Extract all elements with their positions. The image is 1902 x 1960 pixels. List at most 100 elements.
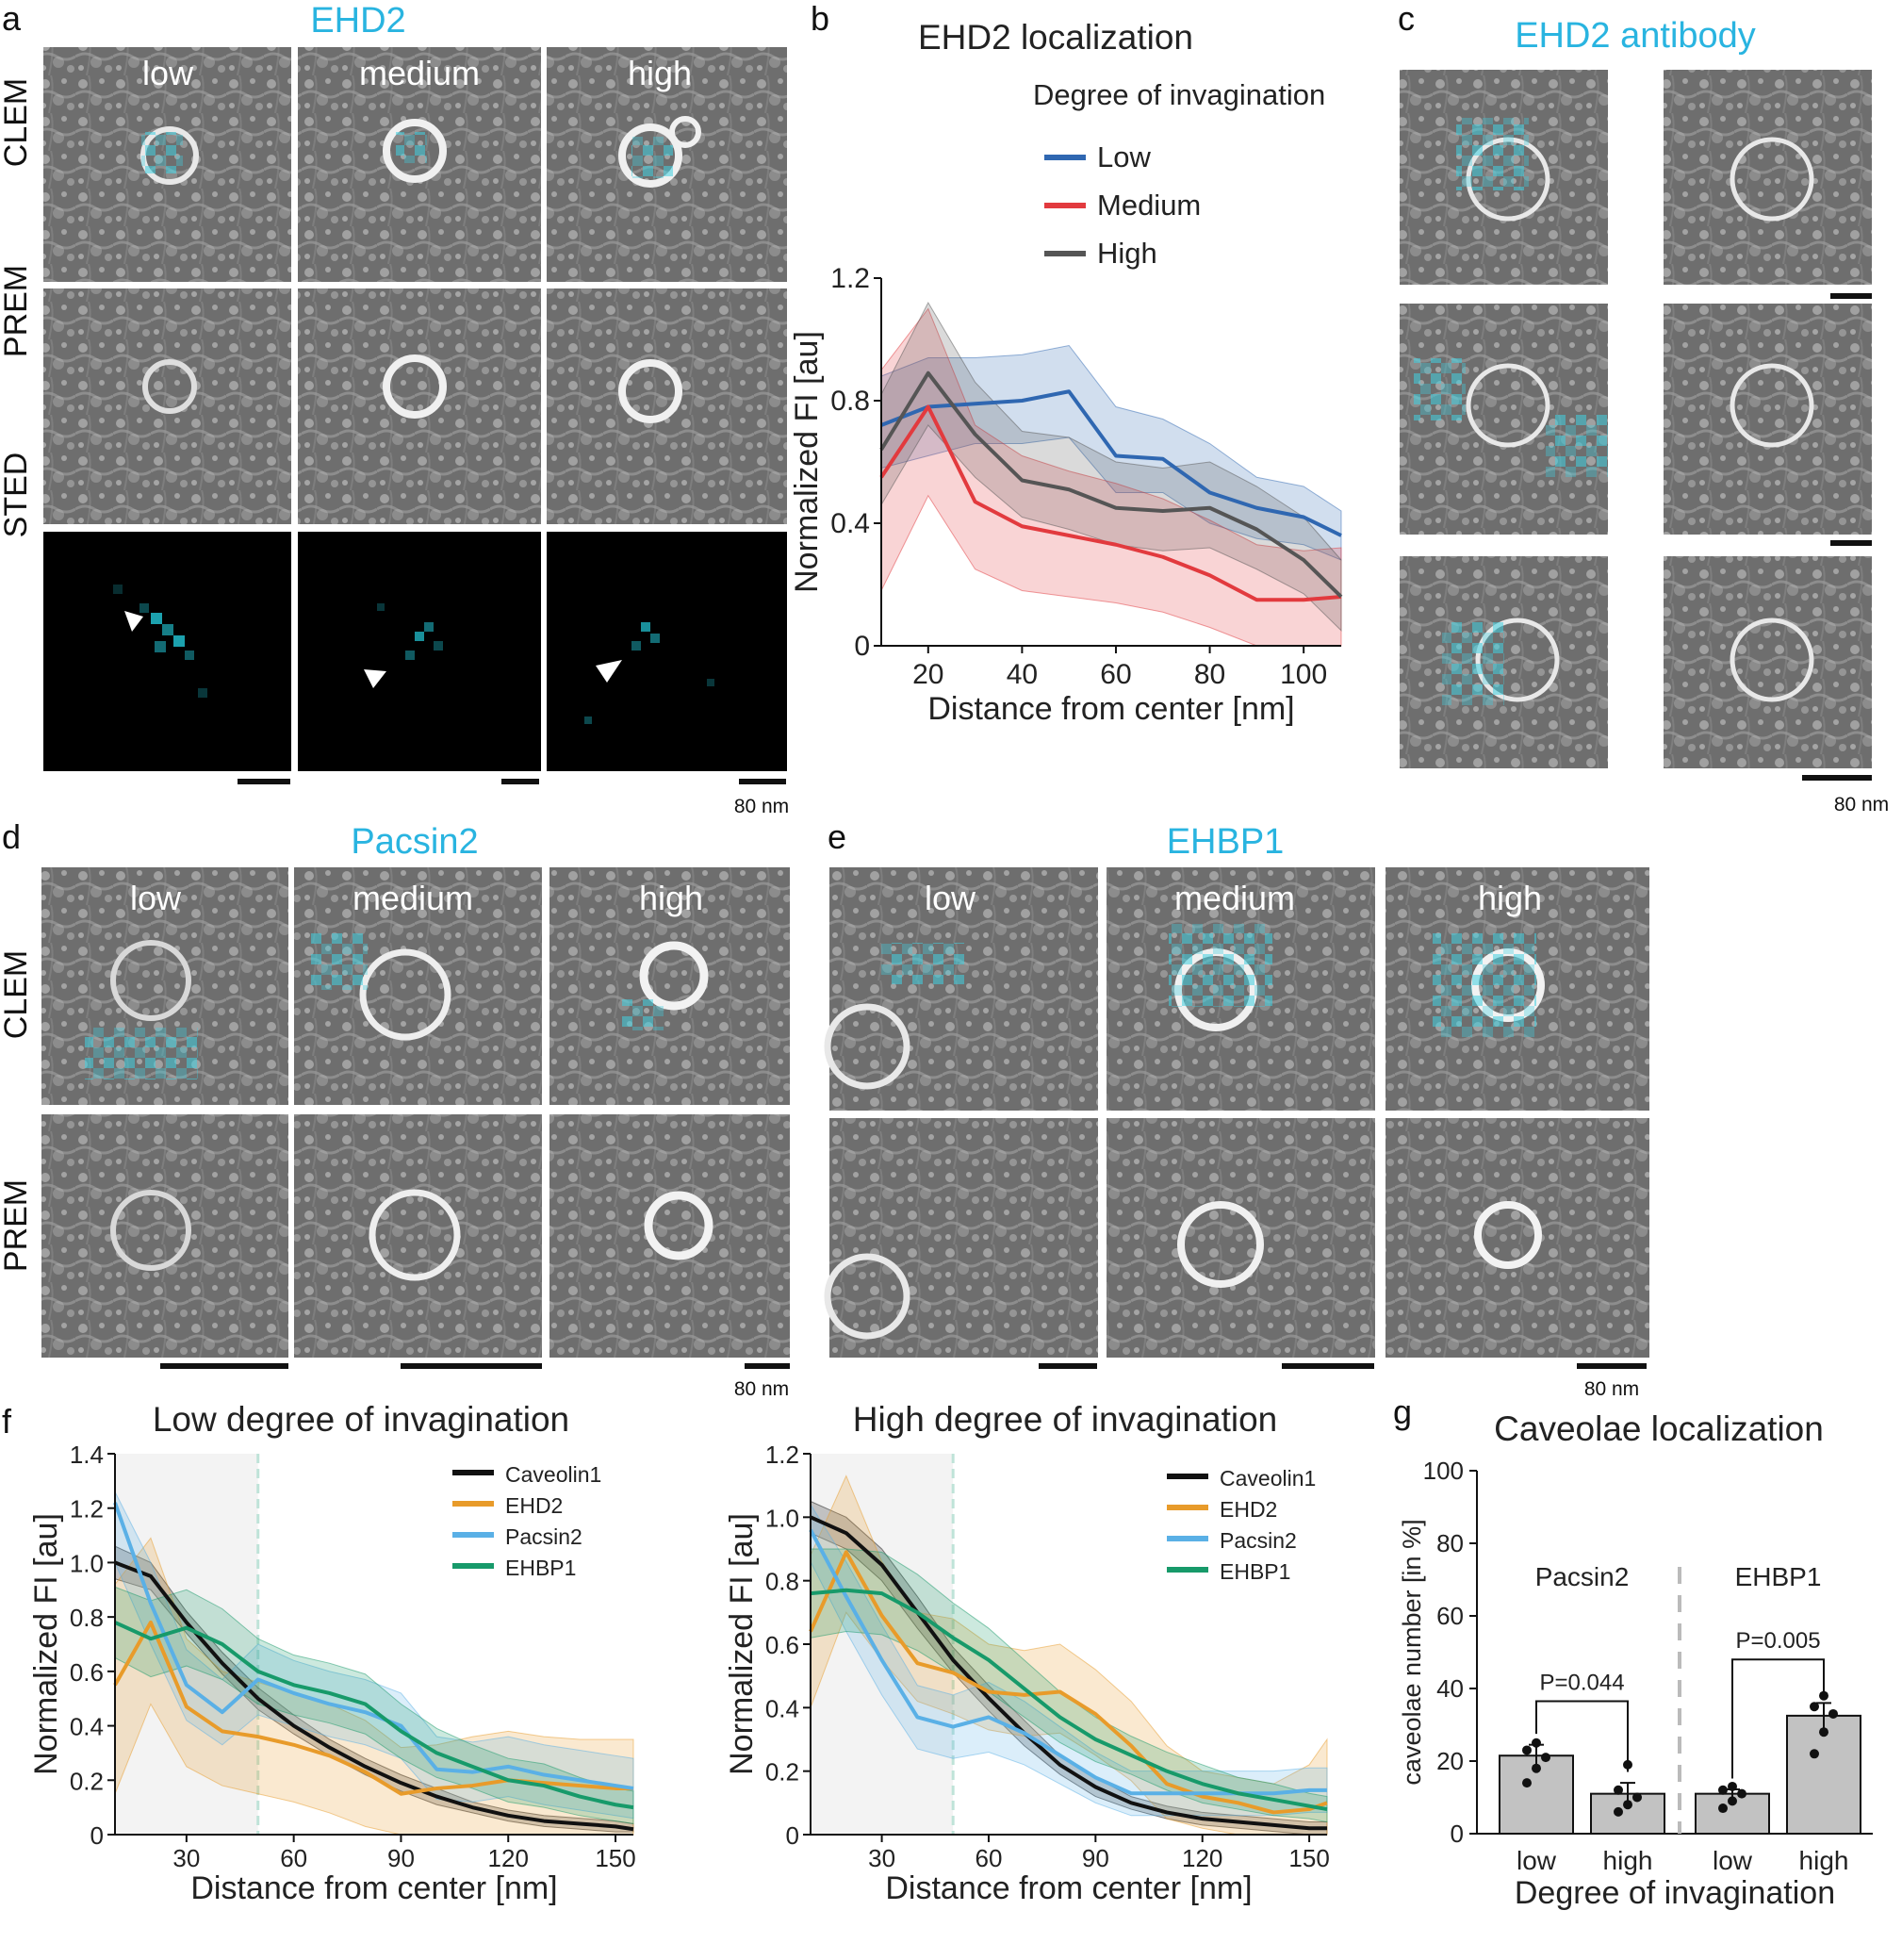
- x-axis-title: Distance from center [nm]: [885, 1870, 1252, 1906]
- legend-label-high: High: [1097, 237, 1157, 270]
- data-point: [1614, 1806, 1623, 1817]
- x-tick-label: 30: [172, 1844, 200, 1872]
- legend-label-pacsin2: Pacsin2: [1220, 1528, 1297, 1553]
- y-tick-label: 100: [1423, 1457, 1464, 1485]
- x-tick-label: 120: [1182, 1844, 1222, 1872]
- series-line-ehbp1: [114, 1621, 634, 1810]
- panel-a-clem-low: low: [43, 47, 291, 282]
- x-tick-label: 120: [488, 1844, 529, 1872]
- y-tick-label: 0.8: [70, 1604, 104, 1632]
- data-point: [1522, 1778, 1532, 1788]
- bar-pacsin2-low: [1499, 1754, 1574, 1835]
- significance-bracket: [1535, 1700, 1629, 1772]
- data-point: [1828, 1708, 1838, 1719]
- panel-b-letter: b: [811, 0, 829, 38]
- x-tick-label: 150: [1288, 1844, 1329, 1872]
- row-label-prem-d: PREM: [0, 1179, 34, 1272]
- panel-g-letter: g: [1393, 1392, 1412, 1431]
- chart-title: EHD2 localization: [918, 18, 1193, 57]
- col-label-low-a: low: [142, 54, 194, 92]
- group-label-ehbp1: EHBP1: [1735, 1562, 1822, 1591]
- x-tick-label: 40: [1007, 659, 1038, 690]
- scale-bar-d1: [160, 1363, 288, 1369]
- x-tick-label: 90: [1082, 1844, 1109, 1872]
- scale-bar-c3: [1802, 775, 1872, 781]
- y-tick-label: 1.0: [70, 1549, 104, 1577]
- y-tick-label: 0.6: [70, 1658, 104, 1687]
- scale-bar-d2: [401, 1363, 542, 1369]
- y-tick-label: 1.2: [830, 263, 870, 294]
- col-label-high-a: high: [628, 54, 692, 92]
- scale-bar-c1: [1830, 293, 1872, 299]
- y-tick-label: 1.0: [765, 1504, 799, 1532]
- panel-c-images: [1400, 70, 1872, 768]
- legend-label-ehbp1: EHBP1: [505, 1556, 576, 1580]
- chart-b: 20 40 60 80 100 0 0.4 0.8 1.2 Distance from cente…: [789, 18, 1343, 727]
- scale-bar-c2: [1830, 540, 1872, 546]
- y-axis-title: Normalized FI [au]: [724, 1513, 760, 1775]
- series-line-ehbp1: [810, 1588, 1328, 1812]
- series-line-ehd2: [809, 1550, 1328, 1815]
- col-label-medium-a: medium: [359, 54, 480, 92]
- scale-bar-a3: [739, 779, 786, 784]
- y-tick-label: 0.4: [70, 1713, 104, 1741]
- data-point: [1522, 1745, 1532, 1755]
- group-label-pacsin2: Pacsin2: [1535, 1562, 1630, 1591]
- data-point: [1718, 1804, 1728, 1814]
- x-tick-label: 30: [868, 1844, 895, 1872]
- series-line-medium: [879, 404, 1342, 602]
- p-value-label: P=0.044: [1539, 1670, 1624, 1695]
- chart-title: Caveolae localization: [1494, 1409, 1824, 1448]
- panel-d-letter: d: [2, 817, 21, 856]
- row-label-clem-d: CLEM: [0, 950, 34, 1039]
- data-point: [1532, 1738, 1541, 1748]
- legend-label-pacsin2: Pacsin2: [505, 1524, 582, 1549]
- panel-a-sted-row: [43, 532, 787, 771]
- panel-a-title: EHD2: [310, 1, 405, 41]
- data-point: [1614, 1785, 1623, 1795]
- y-axis-title: caveolae number [in %]: [1398, 1519, 1426, 1785]
- significance-bracket: [1731, 1658, 1825, 1779]
- legend-label-ehd2: EHD2: [1220, 1497, 1277, 1522]
- y-tick-label: 20: [1436, 1747, 1464, 1775]
- scale-bar-a2: [501, 779, 539, 784]
- scale-bar-e1: [1039, 1363, 1097, 1369]
- legend-label-low: Low: [1097, 140, 1151, 173]
- row-label-prem-a: PREM: [0, 265, 34, 357]
- panel-e-title: EHBP1: [1167, 822, 1285, 862]
- panel-c-title: EHD2 antibody: [1515, 16, 1756, 56]
- data-point: [1632, 1792, 1642, 1803]
- x-tick-label: 60: [280, 1844, 307, 1872]
- scale-bar-a1: [238, 779, 290, 784]
- x-axis-title: Distance from center [nm]: [927, 691, 1294, 727]
- x-tick-label: 80: [1194, 659, 1225, 690]
- col-label-low-d: low: [130, 879, 182, 917]
- data-point: [1718, 1785, 1728, 1795]
- series-line-high: [879, 371, 1343, 599]
- row-label-sted-a: STED: [0, 453, 34, 538]
- y-tick-label: 80: [1436, 1529, 1464, 1557]
- p-value-label: P=0.005: [1735, 1628, 1820, 1654]
- x-tick-label: 60: [1100, 659, 1131, 690]
- x-tick-label: high: [1799, 1846, 1849, 1875]
- scale-bar-d3: [745, 1363, 790, 1369]
- scale-label-a: 80 nm: [734, 796, 789, 817]
- series-line-caveolin1: [114, 1560, 634, 1832]
- y-tick-label: 0.4: [765, 1694, 799, 1722]
- chart-f-low: 30 60 90 120 150 0 0.2 0.4 0.6 0.8 1.0 1.2 1.4 Distan…: [28, 1400, 636, 1906]
- data-point: [1728, 1781, 1737, 1791]
- legend-label-ehd2: EHD2: [505, 1493, 563, 1518]
- scale-bar-e3: [1577, 1363, 1647, 1369]
- panel-c-letter: c: [1398, 0, 1415, 38]
- y-tick-label: 1.2: [70, 1495, 104, 1524]
- col-label-high-d: high: [639, 879, 703, 917]
- chart-title: High degree of invagination: [853, 1400, 1278, 1439]
- legend-label-medium: Medium: [1097, 189, 1201, 222]
- data-point: [1810, 1749, 1819, 1759]
- y-tick-label: 0.6: [765, 1631, 799, 1659]
- y-tick-label: 0: [90, 1821, 104, 1850]
- y-tick-label: 0: [786, 1821, 799, 1850]
- y-tick-label: 0: [1451, 1820, 1464, 1848]
- y-axis-title: Normalized FI [au]: [28, 1513, 64, 1775]
